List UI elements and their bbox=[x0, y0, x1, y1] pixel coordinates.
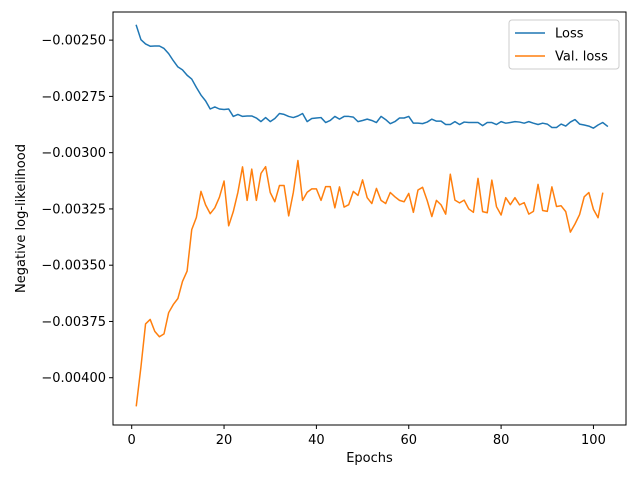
y-tick-label: −0.00375 bbox=[41, 315, 106, 330]
plot-frame bbox=[112, 11, 627, 426]
y-tick-label: −0.00275 bbox=[41, 90, 106, 105]
x-tick-label: 0 bbox=[128, 433, 136, 448]
y-tick-label: −0.00325 bbox=[41, 202, 106, 217]
x-tick-label: 20 bbox=[216, 433, 233, 448]
x-tick-label: 100 bbox=[581, 433, 606, 448]
x-axis: 0 20 40 60 80 100 bbox=[128, 425, 606, 448]
x-tick-label: 40 bbox=[308, 433, 325, 448]
legend-label-val-loss: Val. loss bbox=[555, 50, 608, 65]
x-axis-label: Epochs bbox=[346, 451, 393, 466]
x-tick-label: 60 bbox=[400, 433, 417, 448]
x-tick-label: 80 bbox=[493, 433, 510, 448]
series-line-val-loss bbox=[135, 159, 604, 407]
legend: Loss Val. loss bbox=[508, 19, 620, 70]
series-line-loss bbox=[135, 24, 609, 129]
plot-area bbox=[113, 12, 626, 425]
y-axis-label: Negative log-likelihood bbox=[14, 144, 29, 293]
series-layer bbox=[135, 24, 609, 407]
y-tick-label: −0.00400 bbox=[41, 371, 106, 386]
legend-label-loss: Loss bbox=[555, 27, 584, 42]
y-tick-label: −0.00300 bbox=[41, 146, 106, 161]
y-axis: −0.00400 −0.00375 −0.00350 −0.00325 −0.00300… bbox=[41, 34, 113, 386]
y-tick-label: −0.00350 bbox=[41, 259, 106, 274]
y-tick-label: −0.00250 bbox=[41, 34, 106, 49]
